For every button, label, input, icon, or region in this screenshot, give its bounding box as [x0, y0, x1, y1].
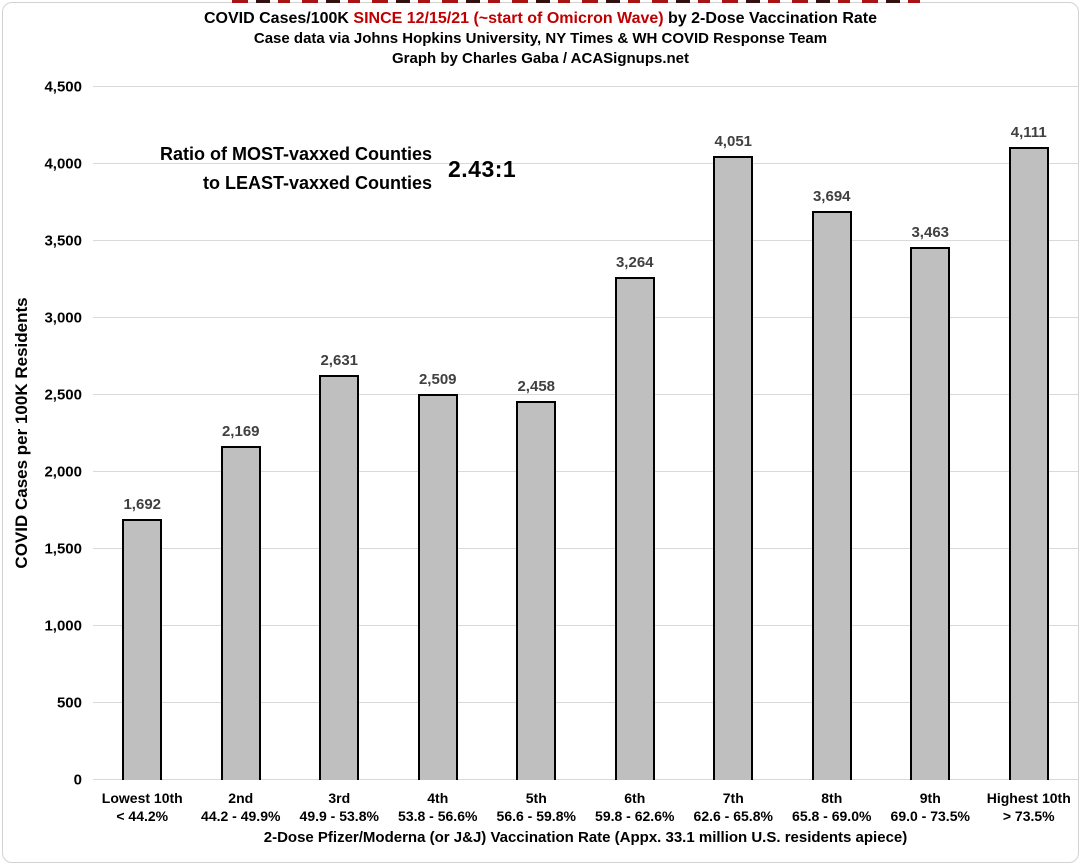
- gridline: [93, 163, 1078, 165]
- y-tick-label: 4,500: [44, 78, 82, 96]
- ratio-annotation: Ratio of MOST-vaxxed Counties to LEAST-v…: [130, 140, 516, 198]
- bar-column: 4,111: [980, 87, 1079, 780]
- gridline: [93, 317, 1078, 318]
- y-tick-label: 1,000: [44, 617, 82, 635]
- gridline: [93, 471, 1078, 473]
- ratio-annotation-line1: Ratio of MOST-vaxxed Counties: [159, 144, 432, 164]
- x-tick-decile: Highest 10th: [986, 790, 1071, 806]
- gridline: [93, 779, 1078, 780]
- bar: [713, 156, 754, 780]
- x-tick-range: 65.8 - 69.0%: [792, 808, 872, 824]
- x-tick-decile: 4th: [427, 790, 449, 806]
- ratio-annotation-line2: to LEAST-vaxxed Counties: [202, 173, 432, 193]
- x-tick-label: 7th 62.6 - 65.8%: [684, 789, 783, 825]
- x-tick-label: 3rd 49.9 - 53.8%: [290, 789, 389, 825]
- ratio-annotation-text: Ratio of MOST-vaxxed Counties to LEAST-v…: [130, 140, 432, 198]
- x-tick-range: > 73.5%: [1002, 808, 1055, 824]
- x-tick-decile: 6th: [624, 790, 646, 806]
- x-tick-label: 8th 65.8 - 69.0%: [783, 789, 882, 825]
- bar-column: 2,631: [290, 87, 389, 780]
- x-tick-decile: 7th: [722, 790, 744, 806]
- y-tick-label: 0: [73, 771, 82, 789]
- bar-value-label: 1,692: [123, 496, 162, 514]
- x-tick-label: Lowest 10th < 44.2%: [93, 789, 192, 825]
- x-tick-label: 5th 56.6 - 59.8%: [487, 789, 586, 825]
- y-tick-label: 2,000: [44, 463, 82, 481]
- bar-series: 1,692 2,169 2,631 2,509 2,458 3,264 4,051 3,694…: [93, 87, 1078, 780]
- bar: [1008, 146, 1049, 780]
- bar-value-label: 2,631: [320, 351, 359, 369]
- bar: [122, 519, 163, 780]
- gridline: [93, 625, 1078, 627]
- gridline: [93, 702, 1078, 704]
- chart-title: COVID Cases/100K SINCE 12/15/21 (~start …: [0, 8, 1081, 29]
- clipped-text-top-edge: [232, 0, 920, 3]
- bar: [220, 445, 261, 780]
- bar-column: 4,051: [684, 87, 783, 780]
- x-axis-tick-labels: Lowest 10th < 44.2% 2nd 44.2 - 49.9% 3rd 49.9…: [93, 789, 1078, 825]
- bar-column: 2,458: [487, 87, 586, 780]
- x-tick-label: 6th 59.8 - 62.6%: [586, 789, 685, 825]
- bar-value-label: 2,169: [221, 422, 260, 440]
- bar-value-label: 4,051: [714, 133, 753, 151]
- bar-value-label: 3,264: [615, 254, 654, 272]
- y-tick-label: 500: [56, 694, 82, 712]
- bar: [910, 246, 951, 780]
- gridline: [93, 240, 1078, 241]
- ratio-value: 2.43:1: [448, 155, 517, 182]
- bar: [516, 401, 557, 780]
- bar-column: 2,509: [389, 87, 488, 780]
- bar: [319, 374, 360, 780]
- chart-title-suffix: by 2-Dose Vaccination Rate: [663, 10, 877, 27]
- y-tick-label: 1,500: [44, 540, 82, 558]
- bar-column: 3,463: [881, 87, 980, 780]
- x-tick-decile: 9th: [919, 790, 941, 806]
- x-tick-decile: 3rd: [328, 790, 351, 806]
- chart-subtitle: Case data via Johns Hopkins University, …: [253, 30, 828, 47]
- bar-value-label: 3,463: [911, 223, 950, 241]
- bar: [811, 211, 852, 780]
- x-tick-range: < 44.2%: [116, 808, 169, 824]
- x-tick-range: 49.9 - 53.8%: [299, 808, 379, 824]
- bar-value-label: 2,458: [517, 378, 556, 396]
- x-axis-title: 2-Dose Pfizer/Moderna (or J&J) Vaccinati…: [263, 829, 908, 846]
- y-tick-label: 3,000: [44, 309, 82, 327]
- x-tick-range: 56.6 - 59.8%: [496, 808, 576, 824]
- bar-column: 3,694: [783, 87, 882, 780]
- chart-title-prefix: COVID Cases/100K: [204, 10, 354, 27]
- x-tick-decile: 2nd: [228, 790, 254, 806]
- x-tick-range: 44.2 - 49.9%: [201, 808, 281, 824]
- y-tick-label: 2,500: [44, 386, 82, 404]
- chart-header: COVID Cases/100K SINCE 12/15/21 (~start …: [0, 8, 1081, 69]
- y-tick-label: 3,500: [44, 232, 82, 250]
- x-tick-label: 2nd 44.2 - 49.9%: [192, 789, 291, 825]
- x-tick-range: 62.6 - 65.8%: [693, 808, 773, 824]
- bar-value-label: 4,111: [1010, 123, 1047, 141]
- x-tick-decile: Lowest 10th: [101, 790, 183, 806]
- bar-column: 3,264: [586, 87, 685, 780]
- bar-value-label: 2,509: [418, 370, 457, 388]
- x-tick-label: 9th 69.0 - 73.5%: [881, 789, 980, 825]
- chart-title-highlight: SINCE 12/15/21 (~start of Omicron Wave): [353, 10, 664, 27]
- bar: [614, 277, 655, 780]
- bar-value-label: 3,694: [812, 188, 851, 206]
- bar-column: 1,692: [93, 87, 192, 780]
- y-tick-label: 4,000: [44, 155, 82, 173]
- x-tick-label: 4th 53.8 - 56.6%: [389, 789, 488, 825]
- x-tick-range: 59.8 - 62.6%: [595, 808, 675, 824]
- x-tick-label: Highest 10th > 73.5%: [980, 789, 1079, 825]
- chart-credit: Graph by Charles Gaba / ACASignups.net: [392, 50, 689, 67]
- gridline: [93, 394, 1078, 395]
- bar-column: 2,169: [192, 87, 291, 780]
- gridline: [93, 86, 1078, 87]
- bar: [417, 393, 458, 780]
- x-tick-range: 69.0 - 73.5%: [890, 808, 970, 824]
- gridline: [93, 548, 1078, 549]
- y-axis-tick-labels: 0 500 1,000 1,500 2,000 2,500 3,000 3,500 4,000 4…: [0, 79, 82, 789]
- plot-area: 1,692 2,169 2,631 2,509 2,458 3,264 4,051 3,694…: [93, 86, 1078, 780]
- x-tick-range: 53.8 - 56.6%: [398, 808, 478, 824]
- x-tick-decile: 8th: [821, 790, 843, 806]
- x-tick-decile: 5th: [525, 790, 547, 806]
